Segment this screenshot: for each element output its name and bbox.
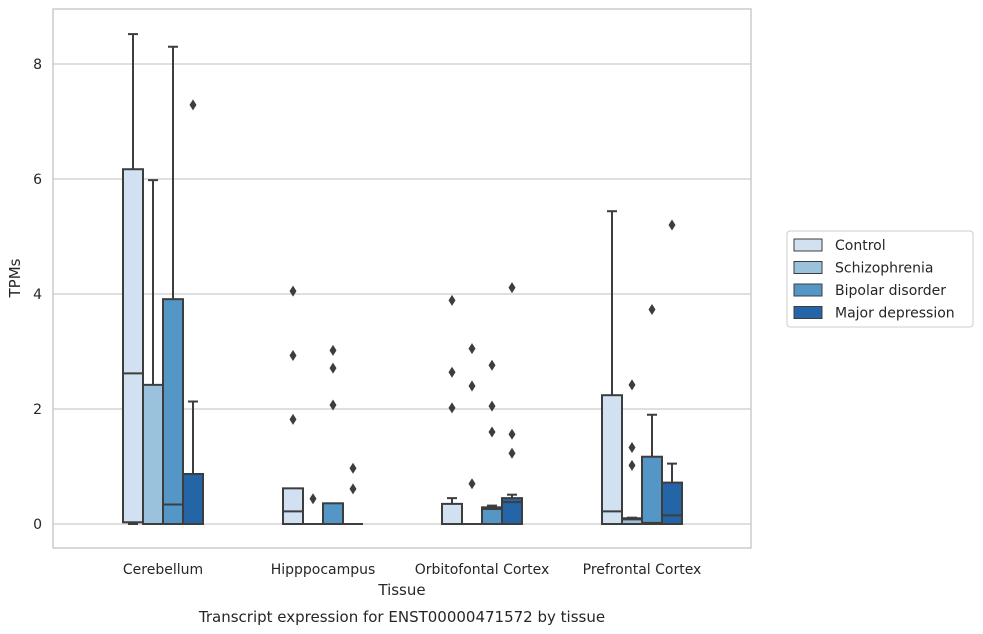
outlier-point-1 bbox=[289, 413, 297, 425]
legend-label-2: Schizophrenia bbox=[835, 261, 933, 277]
y-tick-label-0: 0 bbox=[33, 517, 42, 533]
x-axis-label: Tissue bbox=[377, 581, 425, 599]
outlier-point-1 bbox=[508, 447, 516, 459]
box-body bbox=[641, 455, 663, 526]
outlier-point-3 bbox=[289, 285, 297, 297]
outlier-point-3 bbox=[448, 294, 456, 306]
box-4-3 bbox=[501, 282, 523, 525]
outlier-point-1 bbox=[349, 483, 357, 495]
outlier-point-3 bbox=[508, 282, 516, 294]
x-tick-label-4: Prefrontal Cortex bbox=[583, 562, 702, 578]
legend-label-3: Bipolar disorder bbox=[835, 283, 946, 299]
outlier-point-1 bbox=[189, 99, 197, 111]
box-4-4 bbox=[661, 219, 683, 526]
outlier-point-3 bbox=[468, 343, 476, 355]
outlier-point-2 bbox=[488, 400, 496, 412]
box-4-1 bbox=[182, 99, 204, 526]
box-body bbox=[122, 168, 144, 524]
box-body bbox=[601, 394, 623, 526]
outlier-point-2 bbox=[289, 350, 297, 362]
box-2-4 bbox=[621, 379, 643, 525]
outlier-point-2 bbox=[468, 380, 476, 392]
legend-swatch-4 bbox=[793, 306, 823, 319]
box-body bbox=[322, 502, 344, 525]
box-body bbox=[441, 502, 463, 525]
chart-caption: Transcript expression for ENST0000047157… bbox=[198, 608, 605, 626]
y-tick-label-2: 2 bbox=[33, 402, 42, 418]
boxes bbox=[122, 33, 683, 526]
box-2-2 bbox=[303, 493, 323, 525]
box-body bbox=[661, 481, 683, 526]
box-body bbox=[282, 487, 304, 526]
outlier-point-2 bbox=[349, 462, 357, 474]
box-4-2 bbox=[343, 462, 363, 525]
x-tick-label-3: Orbitofontal Cortex bbox=[415, 562, 550, 578]
outlier-point-1 bbox=[628, 459, 636, 471]
outlier-point-1 bbox=[468, 478, 476, 490]
outlier-point-1 bbox=[329, 399, 337, 411]
x-tick-label-2: Hipppocampus bbox=[271, 562, 376, 578]
box-body bbox=[142, 383, 164, 525]
box-1-2 bbox=[282, 285, 304, 526]
legend-swatch-3 bbox=[793, 283, 823, 297]
box-1-3 bbox=[441, 294, 463, 525]
box-1-1 bbox=[122, 33, 144, 525]
legend-label-4: Major depression bbox=[835, 306, 955, 322]
legend-label-1: Control bbox=[835, 238, 886, 254]
y-tick-label-6: 6 bbox=[33, 172, 42, 188]
box-1-4 bbox=[601, 210, 623, 526]
x-tick-labels: Cerebellum Hipppocampus Orbitofontal Corte… bbox=[123, 562, 701, 578]
legend-swatch-1 bbox=[793, 238, 823, 252]
outlier-point-1 bbox=[648, 304, 656, 316]
outlier-point-2 bbox=[329, 362, 337, 374]
y-tick-label-4: 4 bbox=[33, 287, 42, 303]
y-tick-label-8: 8 bbox=[33, 57, 42, 73]
outlier-point-2 bbox=[448, 366, 456, 378]
outlier-point-3 bbox=[628, 379, 636, 391]
box-body bbox=[501, 497, 523, 525]
outlier-point-2 bbox=[508, 428, 516, 440]
outlier-point-3 bbox=[329, 344, 337, 356]
outlier-point-1 bbox=[309, 493, 317, 505]
box-body bbox=[182, 472, 204, 526]
box-body bbox=[162, 298, 184, 525]
box-2-3 bbox=[462, 343, 482, 525]
box-2-1 bbox=[142, 179, 164, 525]
y-tick-labels: 0 2 4 6 8 bbox=[33, 57, 42, 533]
box-3-2 bbox=[322, 344, 344, 525]
outlier-point-1 bbox=[668, 219, 676, 231]
box-3-3 bbox=[481, 359, 503, 526]
x-tick-label-1: Cerebellum bbox=[123, 562, 203, 578]
legend-swatch-2 bbox=[793, 261, 823, 274]
legend: Control Schizophrenia Bipolar disorder Majo… bbox=[786, 230, 974, 328]
outlier-point-3 bbox=[488, 359, 496, 371]
outlier-point-1 bbox=[488, 426, 496, 438]
box-3-1 bbox=[162, 45, 184, 525]
outlier-point-2 bbox=[628, 442, 636, 454]
legend-frame bbox=[786, 230, 974, 328]
y-axis-label: TPMs bbox=[6, 258, 24, 298]
outlier-point-1 bbox=[448, 402, 456, 414]
